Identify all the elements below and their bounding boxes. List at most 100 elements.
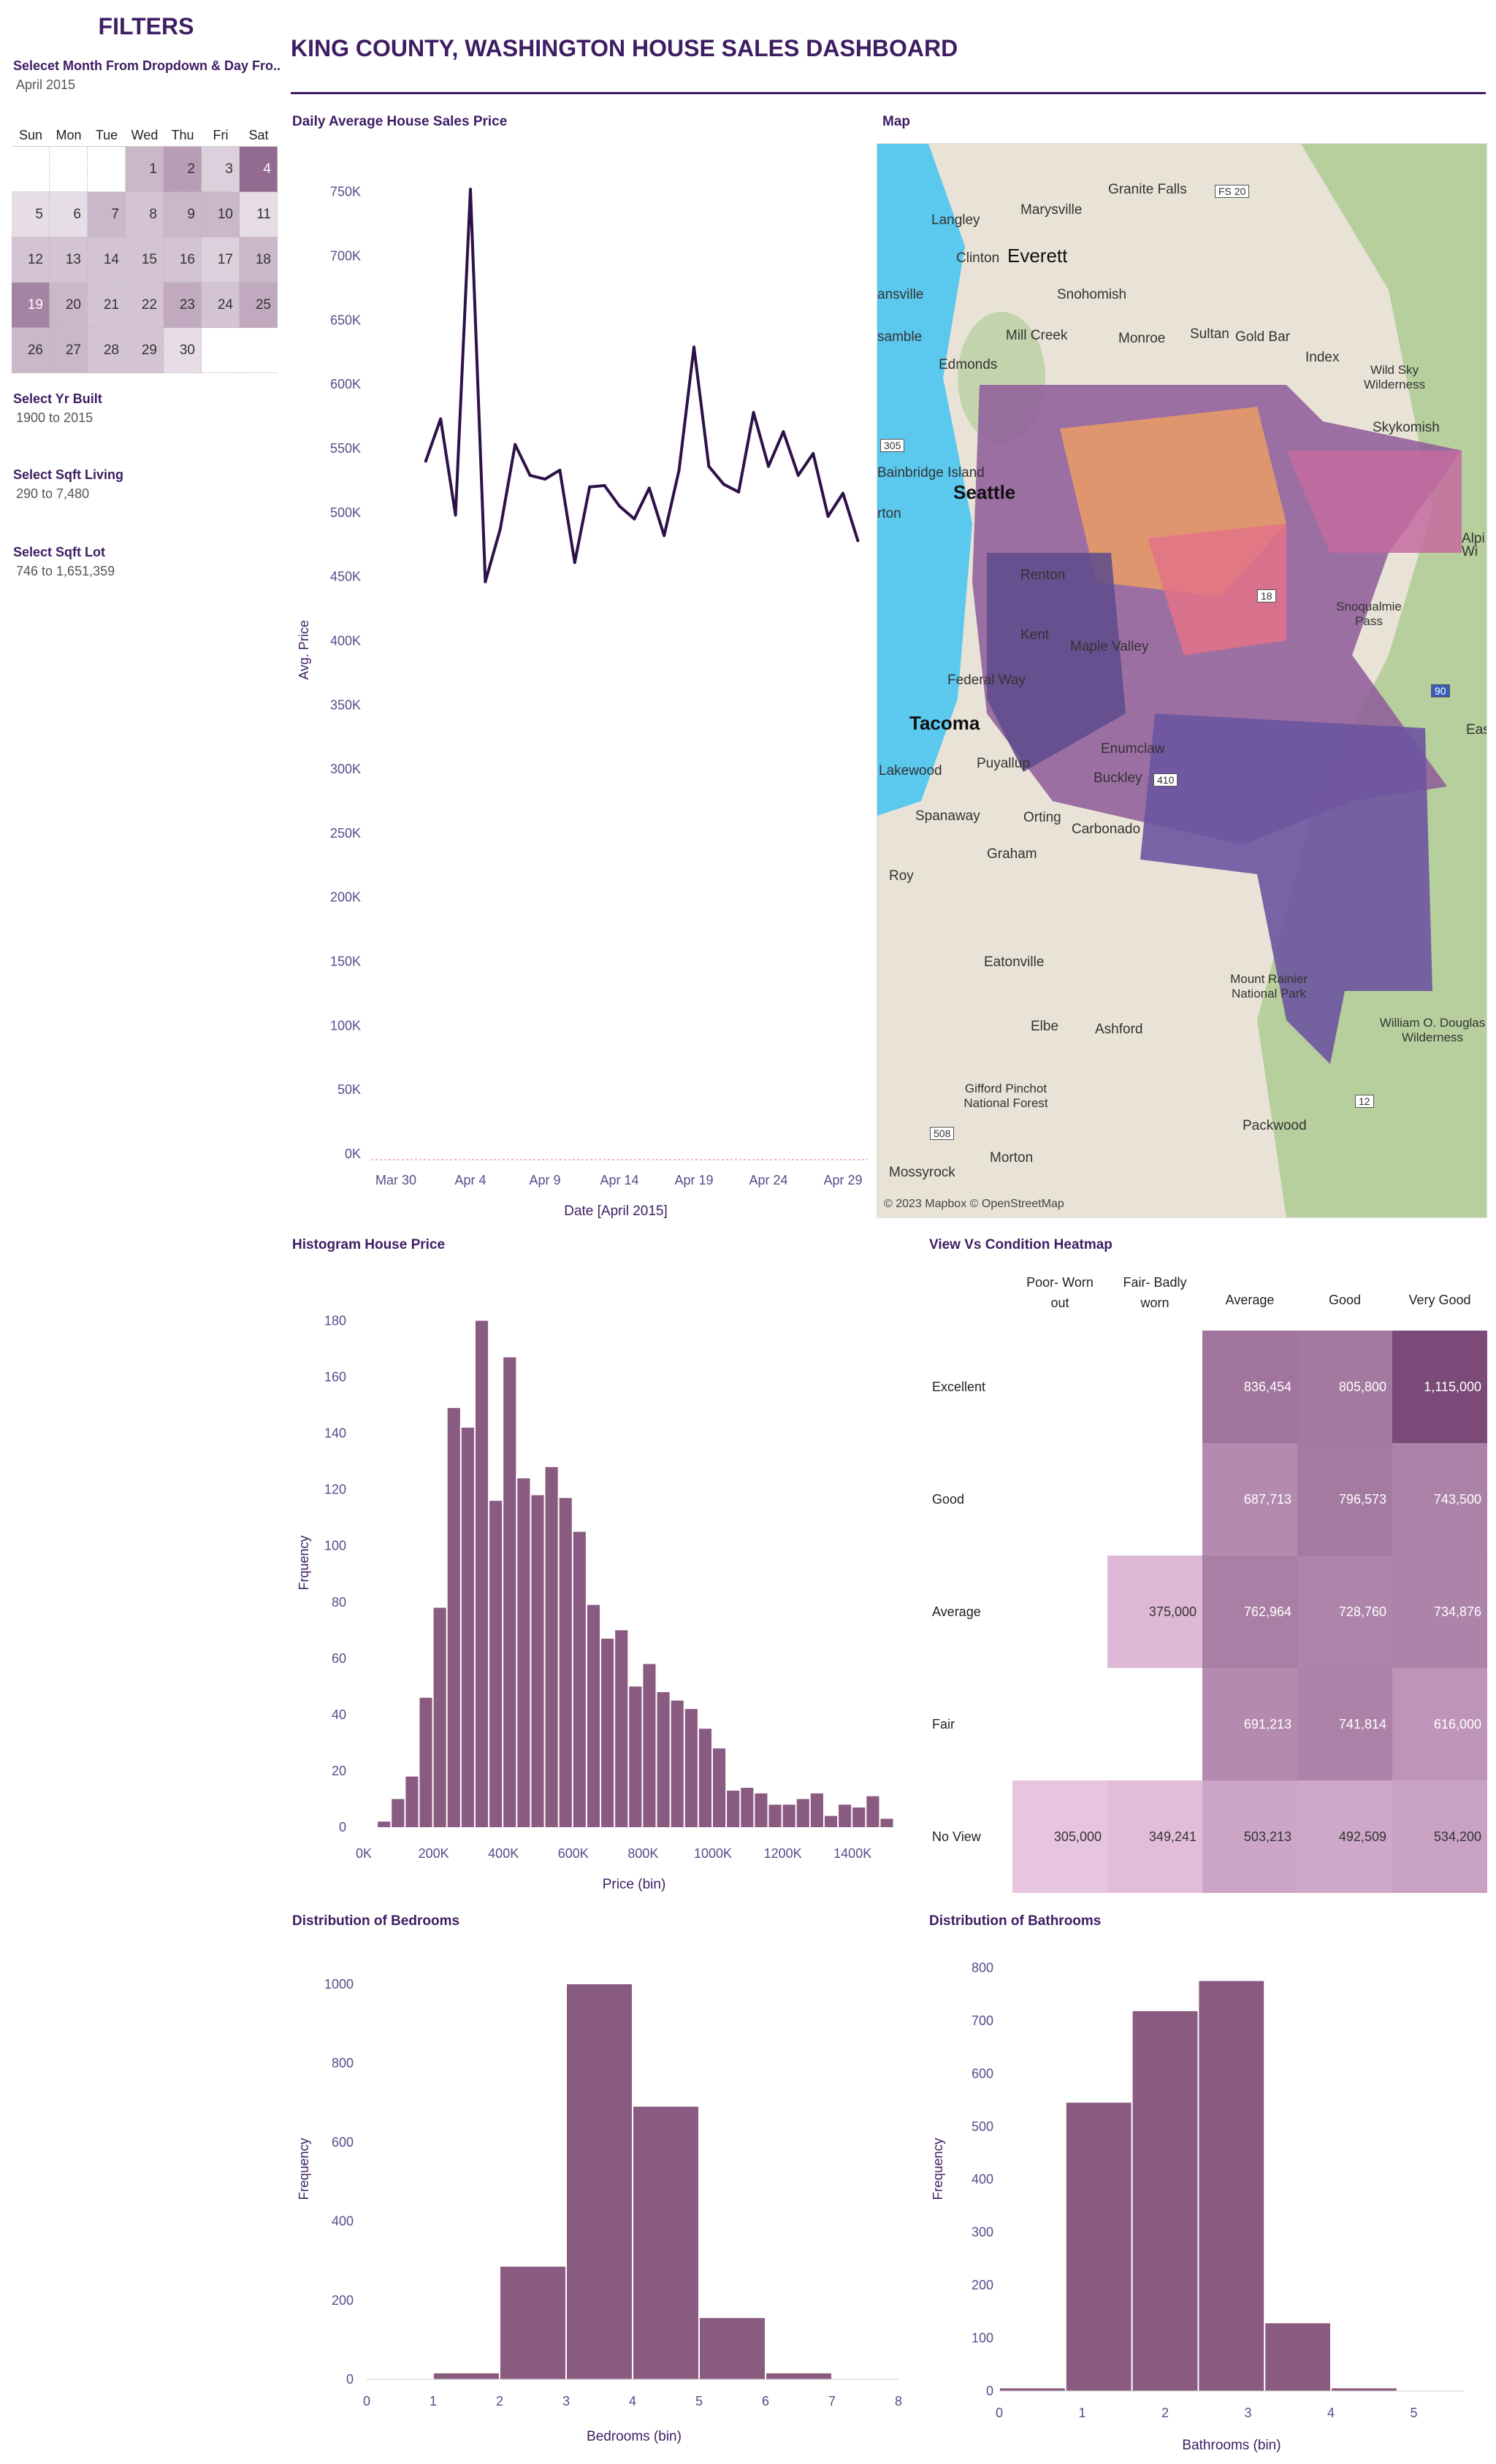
row-header: No View	[932, 1829, 982, 1844]
calendar-day[interactable]: 1	[126, 147, 164, 192]
price-point	[782, 430, 785, 434]
map-label: Langley	[931, 213, 980, 228]
x-tick-label: Apr 9	[529, 1173, 560, 1187]
price-point	[543, 478, 546, 481]
bathrooms-bar	[1332, 2388, 1397, 2391]
y-tick-label: 800	[332, 2056, 354, 2070]
calendar-day[interactable]: 6	[50, 192, 88, 237]
calendar-day[interactable]: 27	[50, 328, 88, 373]
calendar-day[interactable]: 20	[50, 283, 88, 328]
x-tick-label: 0	[363, 2394, 370, 2408]
map-label: Wild Sky Wilderness	[1363, 363, 1426, 391]
price-point	[677, 468, 681, 472]
calendar-day[interactable]: 23	[164, 283, 202, 328]
x-tick-label: 0	[996, 2406, 1003, 2420]
calendar-day[interactable]: 30	[164, 328, 202, 373]
price-point	[439, 417, 443, 421]
x-tick-label: 3	[562, 2394, 570, 2408]
map-label: Lakewood	[879, 763, 942, 778]
histogram-bar	[517, 1478, 530, 1827]
histogram-bar	[782, 1805, 795, 1827]
heatmap-value: 1,115,000	[1424, 1380, 1481, 1394]
map-attribution[interactable]: © 2023 Mapbox © OpenStreetMap	[884, 1198, 1064, 1210]
x-tick-label: 800K	[627, 1846, 658, 1861]
calendar-day[interactable]: 7	[88, 192, 126, 237]
calendar-day[interactable]: 8	[126, 192, 164, 237]
x-tick-label: 4	[629, 2394, 636, 2408]
sqft-lot-value[interactable]: 746 to 1,651,359	[16, 564, 115, 578]
heatmap-title: View Vs Condition Heatmap	[929, 1237, 1113, 1252]
map-label: Federal Way	[947, 673, 1026, 688]
price-point	[588, 485, 592, 489]
calendar-day[interactable]: 4	[240, 147, 278, 192]
heatmap-cell	[1202, 1556, 1297, 1668]
calendar-day[interactable]: 12	[12, 237, 50, 283]
price-point	[856, 539, 860, 543]
map-label: Skykomish	[1373, 420, 1440, 435]
weekday-header: Fri	[213, 128, 229, 142]
calendar-day[interactable]: 29	[126, 328, 164, 373]
price-series-line	[424, 188, 860, 584]
map-label: Index	[1305, 350, 1340, 365]
heatmap-cell	[1392, 1443, 1487, 1556]
y-axis-label: Frequency	[297, 2138, 311, 2200]
calendar-day[interactable]: 28	[88, 328, 126, 373]
calendar-day[interactable]: 25	[240, 283, 278, 328]
histogram-bar	[824, 1816, 838, 1827]
histogram-bar	[755, 1793, 768, 1827]
calendar-day[interactable]: 26	[12, 328, 50, 373]
highway-shield: 410	[1153, 773, 1178, 787]
calendar-day[interactable]: 21	[88, 283, 126, 328]
calendar-day[interactable]: 22	[126, 283, 164, 328]
x-tick-label: 3	[1244, 2406, 1251, 2420]
row-header: Average	[932, 1604, 981, 1619]
histogram-bar	[657, 1692, 670, 1827]
heatmap-cell	[1202, 1331, 1297, 1443]
y-tick-label: 0	[986, 2384, 993, 2398]
map-label: Packwood	[1243, 1118, 1307, 1133]
calendar-day[interactable]: 18	[240, 237, 278, 283]
map-background	[877, 144, 1487, 1217]
calendar-day[interactable]: 10	[202, 192, 240, 237]
sqft-living-value[interactable]: 290 to 7,480	[16, 486, 90, 501]
highway-shield: FS 20	[1215, 185, 1250, 198]
heatmap-cell	[1297, 1556, 1392, 1668]
calendar-day[interactable]: 14	[88, 237, 126, 283]
map-label: Carbonado	[1072, 822, 1141, 837]
calendar-day[interactable]: 15	[126, 237, 164, 283]
map-label: Graham	[987, 846, 1037, 862]
row-header: Fair	[932, 1717, 955, 1732]
calendar-day[interactable]: 11	[240, 192, 278, 237]
histogram-bar	[727, 1790, 740, 1827]
x-tick-label: Apr 14	[600, 1173, 638, 1187]
highway-shield: 90	[1431, 684, 1450, 697]
price-histogram: 0 20 40 60 80 100 120 140 160 180 0K 200K 400K 600K 80…	[297, 1314, 893, 1892]
y-tick-label: 100	[324, 1539, 346, 1553]
histogram-bar	[839, 1805, 852, 1827]
calendar-day[interactable]: 5	[12, 192, 50, 237]
price-point	[707, 464, 711, 468]
calendar-day[interactable]: 17	[202, 237, 240, 283]
map-label: Everett	[1007, 245, 1068, 267]
calendar-day[interactable]: 13	[50, 237, 88, 283]
heatmap-cell	[1107, 1780, 1202, 1893]
bedrooms-bar	[434, 2373, 499, 2379]
y-axis-label: Frquency	[297, 1535, 311, 1590]
calendar-day[interactable]: 3	[202, 147, 240, 192]
calendar-day[interactable]: 9	[164, 192, 202, 237]
x-tick-label: 4	[1327, 2406, 1335, 2420]
calendar-day[interactable]: 19	[12, 283, 50, 328]
price-point	[722, 483, 725, 486]
map-panel[interactable]: Granite Falls Marysville Langley Everett…	[877, 143, 1487, 1218]
month-filter-value[interactable]: April 2015	[16, 77, 76, 92]
y-tick-label: 120	[324, 1482, 346, 1497]
x-tick-label: 0K	[356, 1846, 372, 1861]
calendar-day[interactable]: 16	[164, 237, 202, 283]
calendar-day[interactable]: 2	[164, 147, 202, 192]
calendar-day[interactable]: 24	[202, 283, 240, 328]
heatmap-cell	[1392, 1668, 1487, 1780]
yr-built-value[interactable]: 1900 to 2015	[16, 410, 94, 425]
bedrooms-distribution: 0 200 400 600 800 1000 0 1 2 3 4 5 6 7 8 Bedrooms (bin)…	[297, 1977, 902, 2444]
y-tick-label: 200	[332, 2293, 354, 2308]
map-label: Monroe	[1118, 331, 1166, 346]
